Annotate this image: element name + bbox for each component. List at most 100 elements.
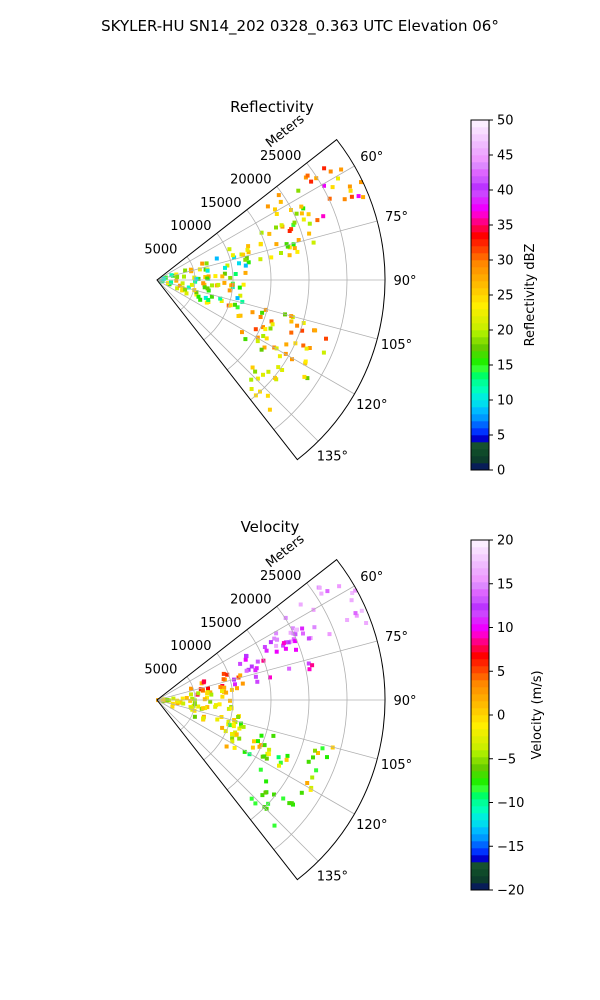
azimuth-tick-label: 135° — [317, 449, 348, 464]
echo-gate — [264, 336, 269, 341]
colorbar-band — [471, 589, 489, 597]
colorbar-tick-label: −15 — [497, 840, 524, 855]
echo-gate — [336, 176, 340, 181]
echo-gate — [239, 723, 243, 728]
echo-gate — [294, 211, 299, 216]
echo-gate — [280, 368, 285, 372]
colorbar-band — [471, 750, 489, 758]
echo-gate — [262, 645, 267, 649]
echo-gate — [241, 724, 246, 729]
echo-gate — [253, 668, 258, 673]
colorbar-band — [471, 386, 489, 394]
colorbar-band — [471, 351, 489, 359]
colorbar-band — [471, 148, 489, 156]
radial-tick-label: 5000 — [144, 663, 177, 678]
echo-gate — [239, 721, 243, 726]
colorbar-band — [471, 687, 489, 695]
echo-gate — [246, 244, 251, 249]
echo-gate — [317, 585, 322, 590]
echo-gate — [327, 632, 332, 637]
colorbar-band — [471, 372, 489, 380]
echo-gate — [274, 225, 278, 230]
echo-gate — [243, 257, 248, 262]
colorbar-tick-label: 50 — [497, 114, 514, 129]
echo-gate — [236, 715, 241, 719]
echo-gate — [289, 208, 293, 212]
echo-gate — [178, 700, 183, 705]
radial-tick-label: 15000 — [200, 196, 241, 211]
echo-gate — [294, 647, 298, 652]
colorbar-tick-labels: −20 −15 −10 −5 0 5 10 15 20 — [489, 534, 524, 899]
echo-gate — [284, 757, 289, 762]
echo-gate — [364, 621, 369, 625]
echo-gate — [201, 706, 206, 711]
azimuth-tick-label: 90° — [393, 274, 416, 289]
echo-gate — [271, 733, 276, 738]
echo-gate — [204, 261, 209, 266]
echo-gate — [296, 238, 301, 242]
echo-gate — [228, 303, 233, 308]
echo-gate — [284, 342, 289, 347]
colorbar-band — [471, 162, 489, 170]
echo-gate — [206, 288, 211, 293]
colorbar-tick-label: 30 — [497, 254, 514, 269]
reflectivity-colorbar — [470, 119, 490, 471]
echo-gate — [287, 229, 292, 233]
echo-gate — [327, 196, 332, 201]
echo-gate — [301, 631, 305, 636]
colorbar-band — [471, 407, 489, 415]
echo-gate — [285, 244, 290, 249]
echo-gate — [253, 369, 258, 374]
echo-gate — [261, 325, 265, 330]
echo-gate — [283, 351, 288, 356]
echo-gate — [240, 299, 245, 304]
echo-gate — [169, 273, 174, 278]
echo-gate — [310, 663, 315, 668]
colorbar-band — [471, 120, 489, 128]
echo-gate — [230, 739, 235, 744]
radial-axis-label: Meters — [263, 532, 307, 571]
echo-gate — [319, 591, 324, 596]
colorbar-band — [471, 869, 489, 877]
echo-gate — [311, 240, 316, 245]
echo-gate — [225, 263, 230, 268]
echo-gate — [202, 285, 207, 290]
echo-gate — [256, 739, 260, 744]
echo-gate — [174, 278, 179, 283]
echo-gate — [209, 692, 214, 697]
colorbar-band — [471, 694, 489, 702]
echo-gate — [183, 287, 188, 292]
echo-gate — [234, 732, 239, 737]
echo-gate — [274, 649, 279, 654]
echo-gate — [206, 298, 211, 302]
echo-gate — [232, 745, 237, 750]
echo-gate — [201, 281, 206, 286]
colorbar-tick-label: 40 — [497, 184, 514, 199]
azimuth-tick-label: 60° — [360, 570, 383, 585]
echo-gate — [237, 726, 242, 731]
azimuth-spoke — [156, 585, 355, 701]
echo-gate — [253, 327, 258, 332]
echo-gate — [295, 323, 300, 328]
azimuth-spoke — [156, 279, 355, 395]
colorbar-band — [471, 358, 489, 366]
colorbar-tick-label: 10 — [497, 621, 514, 636]
colorbar-tick-label: −10 — [497, 796, 524, 811]
echo-gate — [206, 686, 210, 691]
echo-gate — [220, 694, 225, 699]
range-ring — [226, 629, 272, 791]
echo-gate — [286, 640, 291, 645]
echo-gate — [300, 328, 305, 333]
echo-gate — [274, 212, 279, 216]
echo-gate — [225, 672, 230, 677]
range-ring — [180, 256, 196, 311]
azimuth-tick-label: 105° — [381, 758, 412, 773]
radial-tick-label: 20000 — [230, 592, 271, 607]
colorbar-tick-label: 35 — [497, 219, 514, 234]
colorbar-band — [471, 785, 489, 793]
range-ring — [203, 652, 234, 761]
colorbar-band — [471, 323, 489, 331]
echo-gate — [189, 282, 194, 287]
colorbar-band — [471, 631, 489, 639]
radial-tick-label: 15000 — [200, 616, 241, 631]
